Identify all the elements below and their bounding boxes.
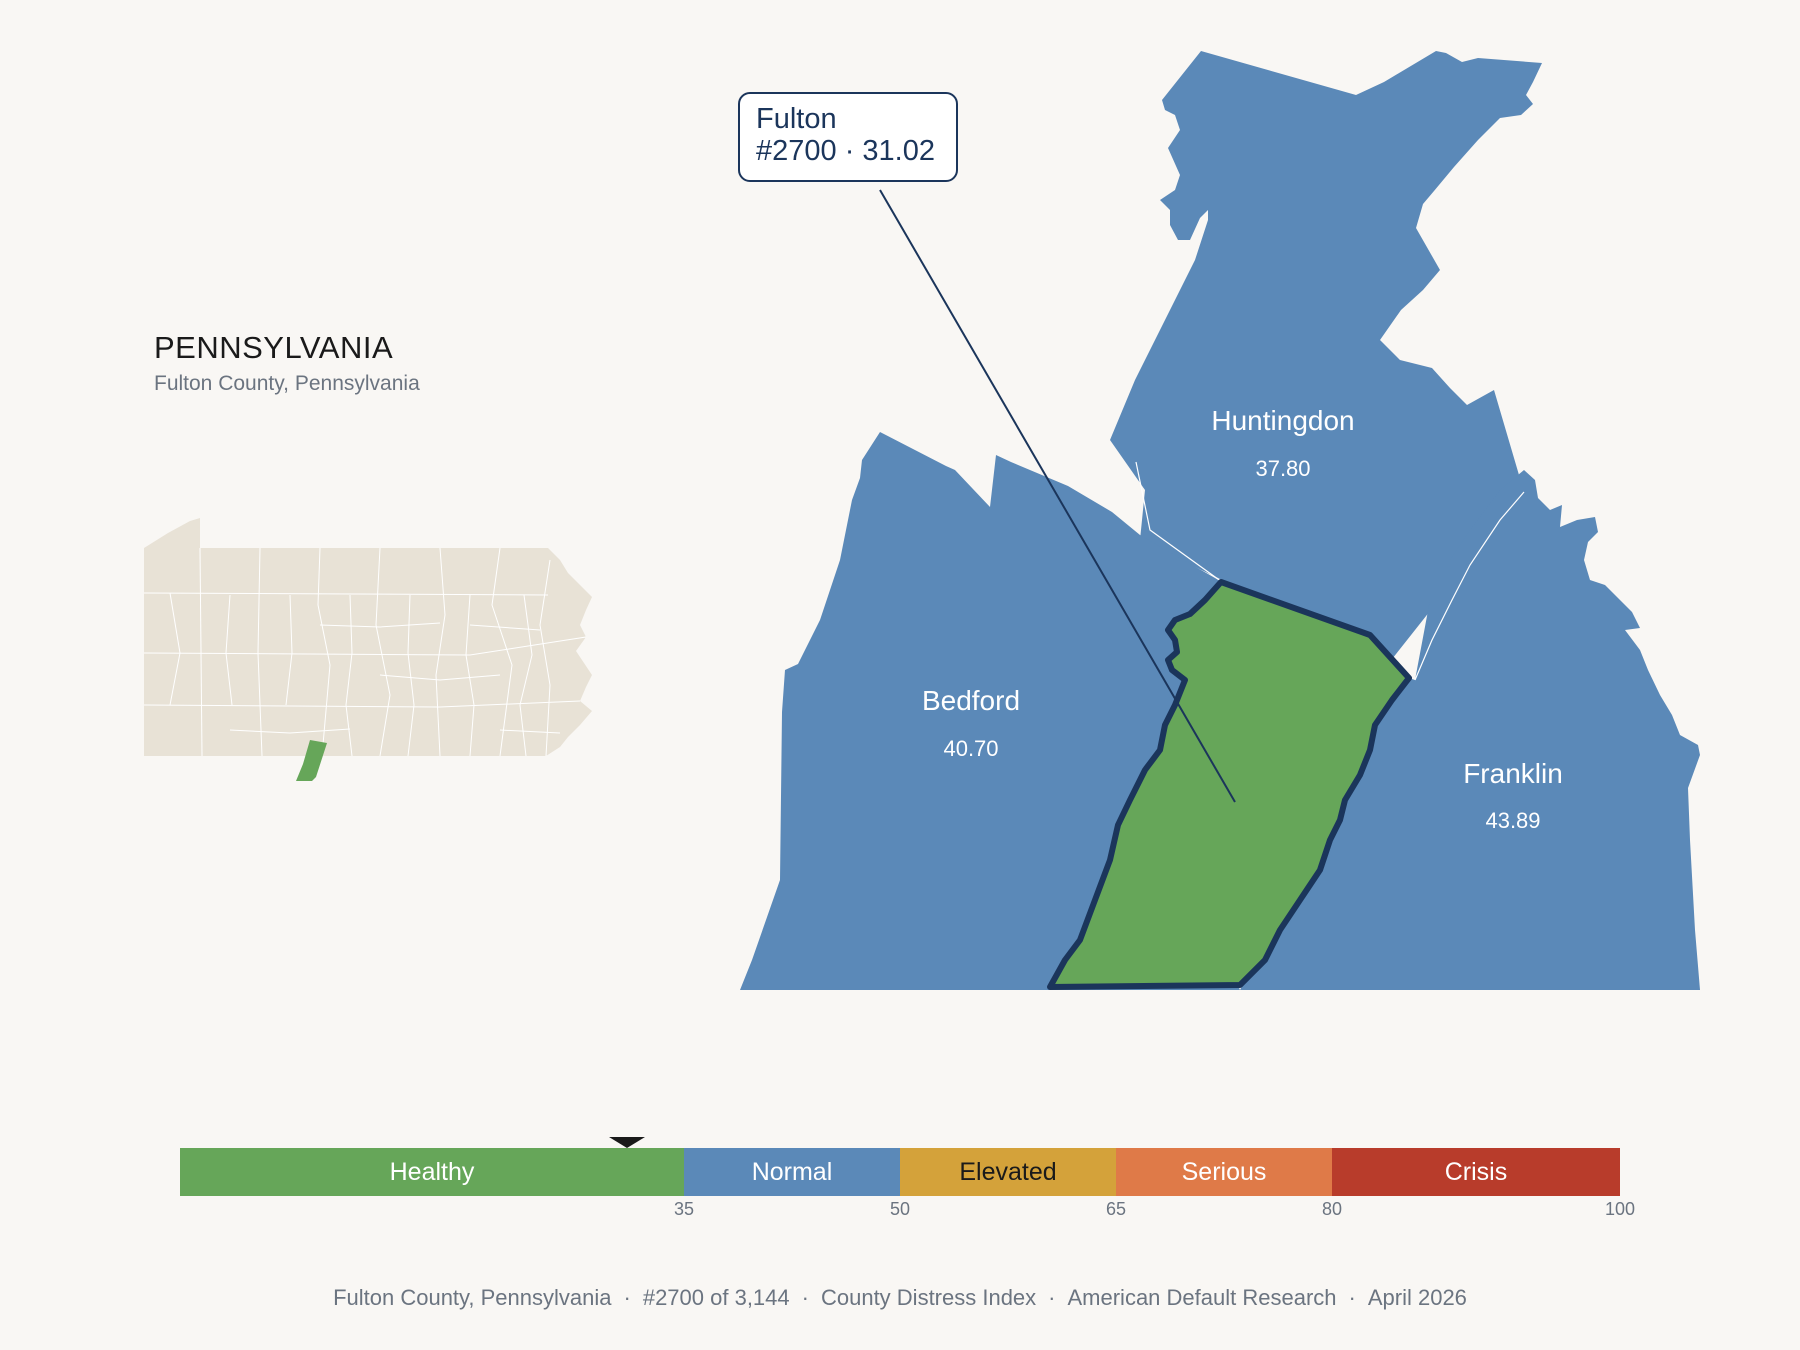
county-franklin[interactable] bbox=[1222, 470, 1700, 990]
scale-segment-healthy: Healthy bbox=[180, 1148, 684, 1196]
footer-separator: · bbox=[623, 1285, 631, 1310]
footer-separator: · bbox=[1348, 1285, 1356, 1310]
pennsylvania-outline bbox=[144, 518, 592, 756]
scale-tick-65: 65 bbox=[1105, 1199, 1127, 1219]
county-huntingdon[interactable] bbox=[1110, 51, 1542, 668]
scale-tick-35: 35 bbox=[673, 1199, 695, 1219]
footer-separator: · bbox=[801, 1285, 809, 1310]
footer: Fulton County, Pennsylvania · #2700 of 3,1… bbox=[0, 1285, 1800, 1311]
score-marker-icon bbox=[608, 1137, 645, 1148]
distress-scale: Healthy Normal Elevated Serious Crisis bbox=[180, 1148, 1620, 1196]
scale-segment-normal: Normal bbox=[684, 1148, 900, 1196]
footer-county: Fulton County, Pennsylvania bbox=[333, 1285, 612, 1310]
footer-source: American Default Research bbox=[1067, 1285, 1337, 1310]
state-title: PENNSYLVANIA bbox=[154, 330, 394, 365]
label-bedford-value: 40.70 bbox=[943, 736, 998, 761]
footer-rank: #2700 of 3,144 bbox=[642, 1285, 790, 1310]
footer-date: April 2026 bbox=[1367, 1285, 1467, 1310]
county-subtitle: Fulton County, Pennsylvania bbox=[154, 372, 420, 395]
scale-segment-serious: Serious bbox=[1116, 1148, 1332, 1196]
label-huntingdon-value: 37.80 bbox=[1255, 456, 1310, 481]
label-franklin-name: Franklin bbox=[1463, 758, 1563, 789]
county-borders-main bbox=[1135, 461, 1525, 681]
scale-tick-80: 80 bbox=[1321, 1199, 1343, 1219]
county-fulton[interactable] bbox=[1047, 579, 1412, 990]
scale-segment-crisis: Crisis bbox=[1332, 1148, 1620, 1196]
callout-rank-score: #2700 · 31.02 bbox=[756, 135, 935, 167]
footer-separator: · bbox=[1048, 1285, 1056, 1310]
scale-tick-100: 100 bbox=[1604, 1199, 1636, 1219]
state-locator-map bbox=[143, 518, 592, 781]
callout-leader-line bbox=[879, 189, 1236, 803]
label-bedford-name: Bedford bbox=[922, 685, 1020, 716]
fulton-locator-highlight bbox=[296, 740, 327, 781]
scale-tick-50: 50 bbox=[889, 1199, 911, 1219]
county-callout: Fulton #2700 · 31.02 bbox=[738, 92, 958, 182]
label-franklin-value: 43.89 bbox=[1485, 808, 1540, 833]
county-map: Huntingdon 37.80 Bedford 40.70 Franklin … bbox=[740, 51, 1700, 990]
county-borders bbox=[143, 547, 587, 757]
scale-segment-elevated: Elevated bbox=[900, 1148, 1116, 1196]
label-huntingdon-name: Huntingdon bbox=[1211, 405, 1354, 436]
callout-county-name: Fulton bbox=[756, 103, 837, 135]
footer-index-name: County Distress Index bbox=[820, 1285, 1037, 1310]
